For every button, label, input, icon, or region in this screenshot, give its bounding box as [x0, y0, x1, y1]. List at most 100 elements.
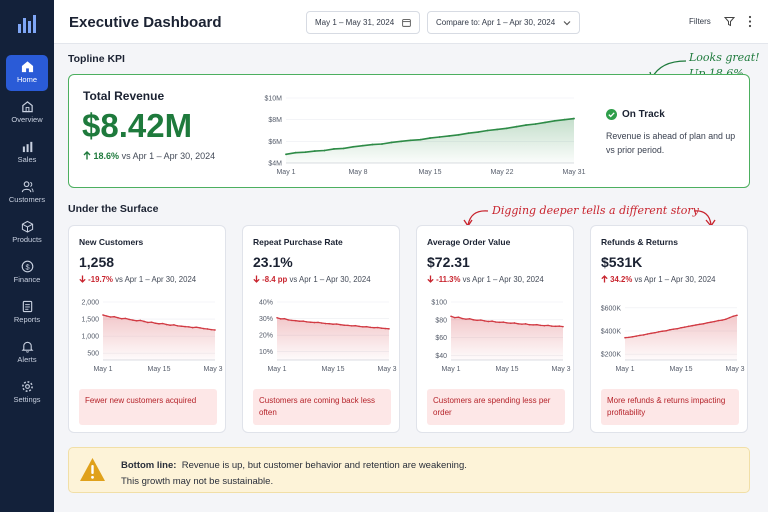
area-fill [277, 317, 389, 360]
data-point [672, 328, 675, 330]
kpi-delta-pct: 18.6% [93, 151, 120, 161]
data-point [515, 125, 518, 128]
data-point [362, 326, 364, 328]
data-point [706, 322, 708, 324]
data-point [544, 121, 547, 124]
sidebar-item-label: Products [12, 235, 42, 244]
y-tick-label: $200K [601, 352, 622, 359]
sidebar-item-sales[interactable]: Sales [6, 135, 48, 171]
data-point [486, 129, 489, 132]
data-point [480, 319, 482, 321]
data-point [525, 124, 527, 126]
filter-icon[interactable] [724, 16, 735, 27]
card-title: Refunds & Returns [601, 237, 678, 247]
data-point [698, 323, 701, 326]
data-point [390, 141, 393, 144]
data-point [191, 326, 194, 329]
metric-card-new-customers[interactable]: New Customers 1,258 -19.7% vs Apr 1 – Ap… [68, 225, 226, 433]
data-point [509, 322, 512, 325]
data-point [113, 315, 115, 318]
card-title: Repeat Purchase Rate [253, 237, 343, 247]
date-range-picker[interactable]: May 1 – May 31, 2024 [306, 11, 421, 34]
compare-dropdown[interactable]: Compare to: Apr 1 – Apr 30, 2024 [427, 11, 581, 34]
data-point [154, 322, 157, 324]
sidebar-item-label: Sales [17, 155, 37, 164]
data-point [717, 319, 720, 322]
data-point [400, 140, 403, 143]
y-tick-label: 1,000 [81, 334, 99, 341]
sidebar-item-label: Customers [8, 195, 46, 204]
data-point [328, 322, 331, 325]
y-tick-label: 40% [259, 300, 273, 307]
data-point [642, 334, 645, 336]
data-point [195, 326, 198, 329]
metric-card-repeat-purchase[interactable]: Repeat Purchase Rate 23.1% -8.4 pp vs Ap… [242, 225, 400, 433]
home-icon [21, 61, 33, 73]
data-point [524, 323, 527, 325]
x-tick-label: May 8 [348, 169, 367, 176]
sidebar-item-finance[interactable]: $ Finance [6, 255, 48, 291]
data-point [117, 316, 119, 319]
sidebar-item-products[interactable]: Products [6, 215, 48, 251]
data-point [339, 323, 342, 326]
data-point [358, 325, 360, 328]
data-point [721, 319, 723, 321]
sidebar-item-settings[interactable]: Settings [6, 375, 48, 411]
sidebar-item-home[interactable]: Home [6, 55, 48, 91]
data-point [532, 324, 534, 326]
data-point [333, 148, 335, 150]
data-point [347, 324, 349, 327]
data-point [665, 329, 667, 332]
data-point [573, 117, 575, 120]
data-point [476, 319, 478, 322]
arrow-up-icon [83, 151, 91, 160]
data-point [120, 317, 123, 320]
data-point [384, 327, 387, 330]
sidebar-item-reports[interactable]: Reports [6, 295, 48, 331]
card-note: Customers are spending less per order [427, 389, 565, 425]
data-point [702, 323, 705, 325]
card-delta: -19.7% vs Apr 1 – Apr 30, 2024 [79, 275, 196, 284]
y-tick-label: 10% [259, 349, 273, 356]
data-point [521, 323, 523, 325]
metric-card-refunds[interactable]: Refunds & Returns $531K 34.2% vs Apr 1 –… [590, 225, 748, 433]
metric-card-average-order[interactable]: Average Order Value $72.31 -11.3% vs Apr… [416, 225, 574, 433]
sidebar-item-customers[interactable]: Customers [6, 175, 48, 211]
card-delta: -8.4 pp vs Apr 1 – Apr 30, 2024 [253, 275, 371, 284]
data-point [285, 153, 287, 156]
sidebar-item-overview[interactable]: Overview [6, 95, 48, 131]
sidebar-item-label: Alerts [17, 355, 37, 364]
data-point [206, 328, 209, 330]
sales-icon [22, 141, 32, 153]
card-value: 23.1% [253, 254, 293, 270]
area-fill [451, 316, 563, 360]
card-delta-pct: -19.7% [88, 275, 113, 284]
card-title: New Customers [79, 237, 144, 247]
area-fill [286, 118, 574, 163]
filters-button[interactable]: Filters [689, 17, 711, 26]
data-point [165, 323, 168, 326]
data-point [654, 331, 656, 334]
data-point [203, 327, 205, 330]
data-point [534, 123, 537, 125]
y-tick-label: $10M [264, 96, 282, 103]
sidebar-item-label: Finance [13, 275, 41, 284]
card-delta: 34.2% vs Apr 1 – Apr 30, 2024 [601, 275, 716, 284]
more-options-icon[interactable] [747, 15, 753, 28]
data-point [388, 328, 390, 330]
data-point [214, 329, 216, 331]
sidebar-item-alerts[interactable]: Alerts [6, 335, 48, 371]
data-point [150, 321, 153, 323]
sidebar-item-label: Overview [11, 115, 43, 124]
data-point [536, 323, 538, 326]
card-delta-pct: -11.3% [436, 275, 461, 284]
total-revenue-card[interactable]: Total Revenue $8.42M 18.6% vs Apr 1 – Ap… [68, 74, 750, 188]
data-point [369, 326, 372, 329]
banner-label: Bottom line: [121, 460, 177, 471]
sidebar-item-label: Reports [13, 315, 41, 324]
data-point [132, 319, 134, 321]
x-tick-label: May 31 [726, 366, 745, 373]
data-point [365, 325, 368, 328]
finance-icon: $ [21, 260, 33, 273]
data-point [309, 321, 312, 324]
